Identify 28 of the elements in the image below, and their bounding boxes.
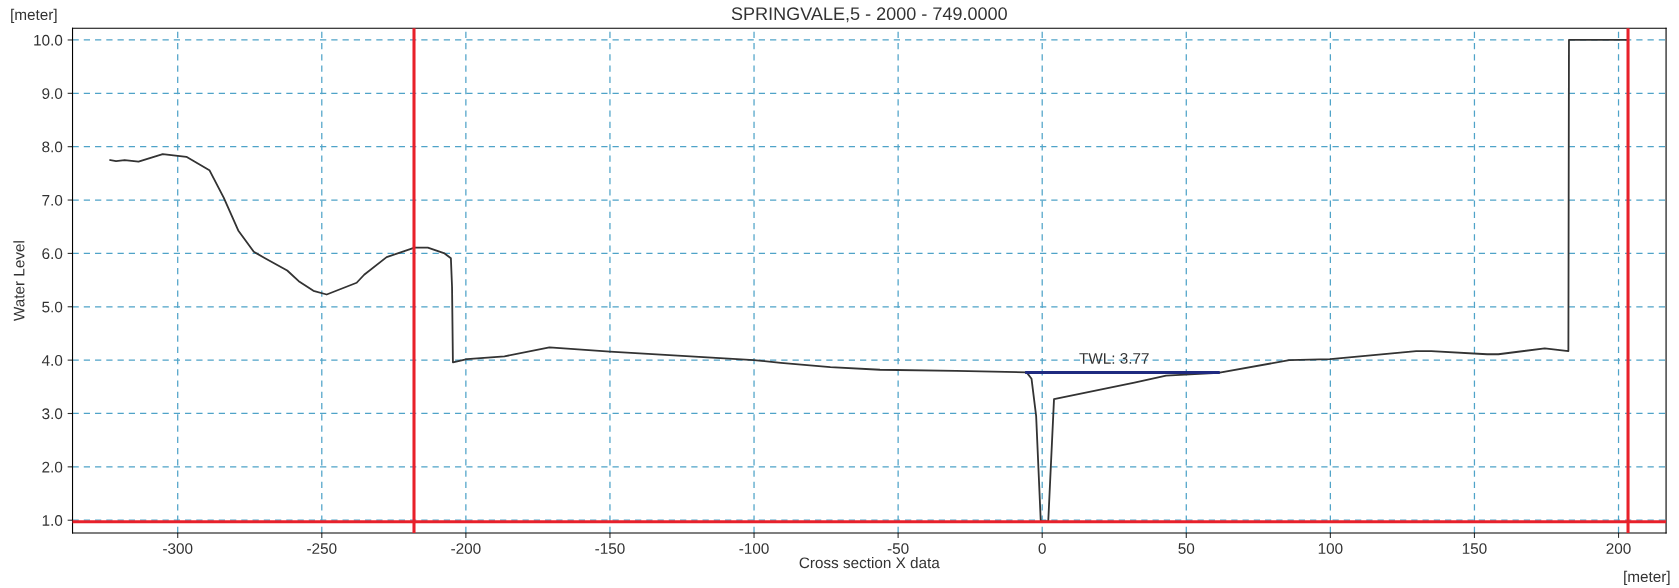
text: [meter]: [11, 8, 57, 24]
y-tick-label: 6.0: [42, 248, 63, 260]
y-tick-label: 1.0: [42, 515, 63, 526]
x-tick-label: -150: [595, 543, 625, 554]
x-tick-label: -300: [163, 543, 193, 554]
y-axis-title: Water Level: [13, 241, 25, 322]
x-tick-label: 200: [1606, 543, 1631, 554]
y-tick-label: 7.0: [42, 194, 63, 206]
y-tick-label: 10.0: [34, 34, 63, 46]
x-tick-label: -50: [887, 543, 909, 554]
x-axis-title: Cross section X data: [799, 556, 940, 569]
y-tick-label: 3.0: [42, 408, 63, 420]
x-tick-label: -250: [307, 543, 337, 554]
x-tick-label: 50: [1178, 543, 1195, 554]
annotation: TWL: 3.77: [1079, 353, 1149, 364]
y-tick-label: 9.0: [42, 88, 63, 100]
chart-title: SPRINGVALE,5 - 2000 - 749.0000: [731, 7, 1007, 23]
x-tick-label: 0: [1038, 543, 1046, 554]
x-tick-label: 150: [1462, 543, 1487, 554]
y-tick-label: 5.0: [42, 301, 63, 313]
text: [meter]: [1624, 570, 1670, 586]
line-series: [109, 39, 1628, 523]
x-tick-label: 100: [1318, 543, 1343, 554]
y-tick-label: 4.0: [41, 355, 63, 366]
y-tick-label: 8.0: [42, 141, 63, 153]
x-tick-label: -200: [451, 543, 481, 554]
y-tick-label: 2.0: [42, 461, 63, 473]
x-tick-label: -100: [739, 543, 769, 554]
